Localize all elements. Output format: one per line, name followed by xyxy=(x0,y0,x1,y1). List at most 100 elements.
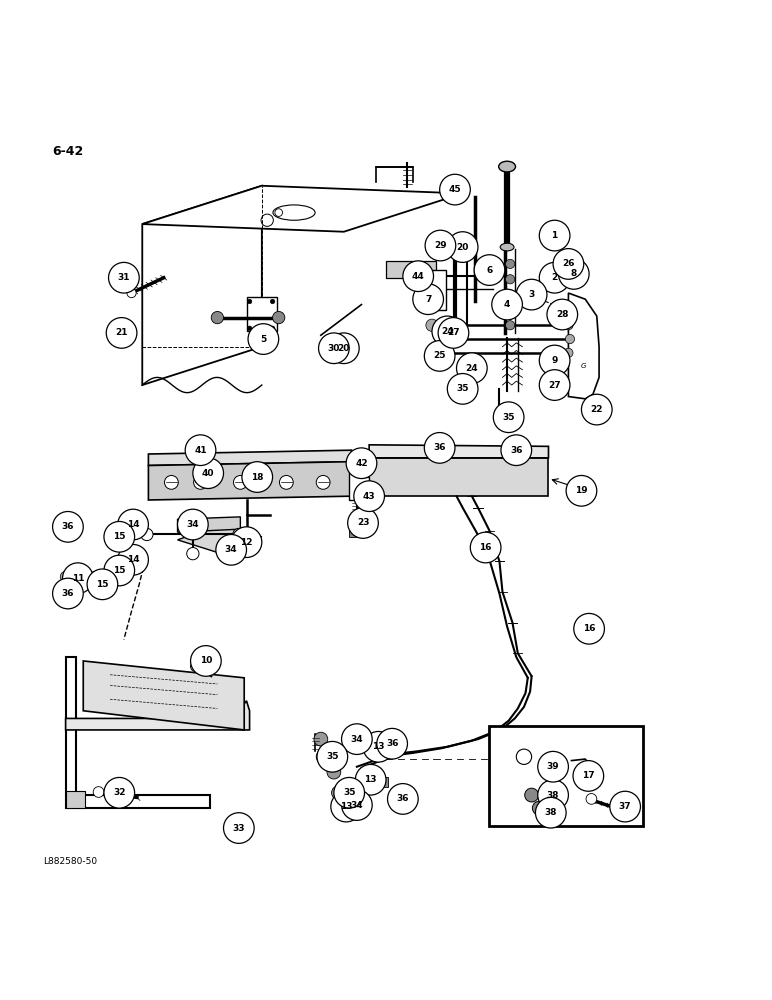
Circle shape xyxy=(329,333,359,364)
Polygon shape xyxy=(369,445,548,458)
Circle shape xyxy=(564,321,573,330)
Circle shape xyxy=(439,174,470,205)
Circle shape xyxy=(332,786,345,800)
Circle shape xyxy=(558,259,589,289)
Text: 45: 45 xyxy=(449,185,462,194)
Polygon shape xyxy=(418,270,445,310)
Circle shape xyxy=(231,527,262,557)
Text: 9: 9 xyxy=(551,356,558,365)
Circle shape xyxy=(194,475,208,489)
Text: 23: 23 xyxy=(357,518,369,527)
Text: 2: 2 xyxy=(551,273,557,282)
Text: 1: 1 xyxy=(551,231,557,240)
Circle shape xyxy=(586,794,597,804)
Circle shape xyxy=(377,728,408,759)
Text: 37: 37 xyxy=(619,802,631,811)
Circle shape xyxy=(104,521,134,552)
Circle shape xyxy=(60,571,71,582)
Text: 14: 14 xyxy=(127,520,140,529)
Circle shape xyxy=(270,326,275,331)
Circle shape xyxy=(506,305,515,315)
Circle shape xyxy=(232,528,245,541)
Circle shape xyxy=(363,731,394,762)
Circle shape xyxy=(63,563,93,594)
Text: 36: 36 xyxy=(62,522,74,531)
Circle shape xyxy=(447,374,478,404)
Text: 36: 36 xyxy=(62,589,74,598)
Text: 26: 26 xyxy=(562,259,574,268)
Circle shape xyxy=(187,548,199,560)
Text: 19: 19 xyxy=(575,486,587,495)
Circle shape xyxy=(438,347,449,359)
Circle shape xyxy=(61,518,80,536)
Circle shape xyxy=(319,333,349,364)
Text: 41: 41 xyxy=(195,446,207,455)
Text: 39: 39 xyxy=(547,762,560,771)
Text: 16: 16 xyxy=(479,543,492,552)
Circle shape xyxy=(470,532,501,563)
Circle shape xyxy=(317,750,330,764)
Text: 17: 17 xyxy=(582,771,594,780)
Circle shape xyxy=(355,764,386,795)
Bar xyxy=(386,261,436,278)
Text: 15: 15 xyxy=(113,532,126,541)
Circle shape xyxy=(141,528,153,541)
Circle shape xyxy=(317,741,347,772)
Polygon shape xyxy=(148,450,351,466)
Bar xyxy=(368,744,396,754)
Text: 30: 30 xyxy=(327,344,340,353)
Circle shape xyxy=(87,569,118,600)
Text: 35: 35 xyxy=(456,384,469,393)
Circle shape xyxy=(538,780,568,810)
Circle shape xyxy=(506,259,515,269)
Circle shape xyxy=(334,777,364,808)
Text: 38: 38 xyxy=(547,791,560,800)
Circle shape xyxy=(247,299,252,304)
Circle shape xyxy=(118,544,148,575)
Circle shape xyxy=(247,326,252,331)
Text: 3: 3 xyxy=(529,290,535,299)
Text: 35: 35 xyxy=(343,788,355,797)
Circle shape xyxy=(566,475,597,506)
Circle shape xyxy=(341,724,372,754)
Text: 27: 27 xyxy=(447,328,460,337)
Circle shape xyxy=(413,284,443,315)
Circle shape xyxy=(104,555,134,586)
Circle shape xyxy=(493,402,524,433)
Circle shape xyxy=(93,787,104,797)
Text: 43: 43 xyxy=(363,492,375,501)
Circle shape xyxy=(540,345,570,376)
Circle shape xyxy=(212,311,224,324)
Circle shape xyxy=(553,249,584,279)
Circle shape xyxy=(52,511,83,542)
Text: 38: 38 xyxy=(544,808,557,817)
Text: 14: 14 xyxy=(127,555,140,564)
Circle shape xyxy=(178,509,208,540)
Circle shape xyxy=(447,232,478,262)
Text: 13: 13 xyxy=(364,775,377,784)
Text: 24: 24 xyxy=(466,364,478,373)
Text: 35: 35 xyxy=(503,413,515,422)
Polygon shape xyxy=(178,525,262,554)
Text: 16: 16 xyxy=(583,624,595,633)
Text: 20: 20 xyxy=(337,344,350,353)
Circle shape xyxy=(403,261,434,292)
Circle shape xyxy=(456,353,487,384)
Text: 13: 13 xyxy=(372,742,384,751)
Circle shape xyxy=(127,288,136,298)
Circle shape xyxy=(279,475,293,489)
Text: 44: 44 xyxy=(411,272,425,281)
Text: 36: 36 xyxy=(510,446,523,455)
Circle shape xyxy=(107,318,137,348)
Circle shape xyxy=(248,324,279,354)
Circle shape xyxy=(506,321,515,330)
Circle shape xyxy=(118,509,148,540)
Circle shape xyxy=(193,458,224,489)
Circle shape xyxy=(565,334,574,344)
Ellipse shape xyxy=(500,243,514,251)
Circle shape xyxy=(438,318,469,348)
Circle shape xyxy=(233,475,247,489)
Text: 6: 6 xyxy=(486,266,493,275)
Circle shape xyxy=(187,513,199,525)
Text: 7: 7 xyxy=(425,295,432,304)
